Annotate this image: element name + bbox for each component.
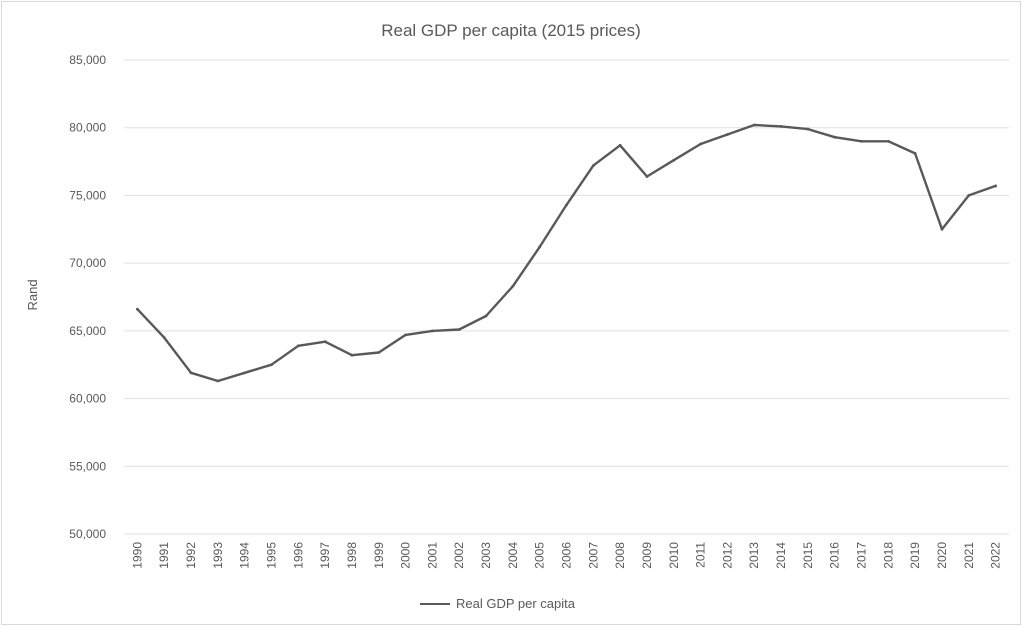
y-tick-label: 55,000 (69, 459, 106, 473)
data-point (833, 135, 837, 139)
data-point (350, 353, 354, 357)
data-point (162, 336, 166, 340)
data-point (913, 152, 917, 155)
x-tick-label: 2013 (747, 542, 761, 569)
data-point (726, 133, 729, 136)
data-point (591, 164, 595, 168)
x-tick-label: 2007 (586, 542, 600, 569)
x-tick-label: 2004 (506, 542, 520, 569)
series-line (136, 123, 997, 383)
y-tick-label: 70,000 (69, 256, 106, 270)
data-point (672, 158, 676, 162)
x-tick-label: 1990 (130, 542, 144, 569)
data-point (860, 139, 863, 143)
x-tick-label: 2011 (694, 542, 708, 568)
gridlines (124, 59, 1009, 535)
x-tick-label: 1998 (345, 542, 359, 569)
x-tick-label: 1995 (265, 542, 279, 569)
data-point (457, 328, 461, 331)
x-tick-label: 1994 (238, 542, 252, 569)
data-point (940, 227, 944, 231)
data-point (806, 127, 810, 131)
y-tick-label: 50,000 (69, 527, 106, 541)
x-tick-label: 2018 (881, 542, 895, 569)
x-tick-label: 1993 (211, 542, 225, 569)
x-tick-label: 2016 (828, 542, 842, 569)
data-point (136, 307, 139, 311)
x-tick-label: 2020 (935, 542, 949, 569)
x-tick-label: 2014 (774, 542, 788, 569)
data-point (618, 143, 622, 147)
x-tick-label: 2022 (989, 542, 1003, 569)
x-tick-label: 1997 (318, 542, 332, 569)
data-point (296, 344, 300, 348)
data-point (189, 371, 193, 375)
chart-title: Real GDP per capita (2015 prices) (381, 21, 641, 40)
data-point (752, 123, 756, 127)
data-point (779, 124, 783, 128)
data-point (243, 371, 247, 375)
data-point (645, 175, 649, 178)
data-point (431, 329, 434, 333)
x-tick-label: 2006 (560, 542, 574, 569)
x-tick-label: 2002 (452, 542, 466, 569)
data-point (270, 363, 273, 367)
y-tick-label: 60,000 (69, 392, 106, 406)
x-tick-label: 2015 (801, 542, 815, 569)
y-tick-label: 75,000 (69, 188, 106, 202)
x-tick-label: 1991 (157, 542, 171, 569)
legend: Real GDP per capita (420, 596, 576, 611)
x-tick-label: 2008 (613, 542, 627, 569)
y-tick-label: 80,000 (69, 121, 106, 135)
data-point (967, 194, 971, 197)
data-point (216, 379, 220, 383)
x-tick-label: 2003 (479, 542, 493, 569)
legend-label: Real GDP per capita (456, 596, 576, 611)
x-tick-label: 1996 (291, 542, 305, 569)
x-tick-label: 2010 (667, 542, 681, 569)
y-axis: 50,000 55,000 60,000 65,000 70,000 75,000 80,0… (69, 53, 106, 541)
x-tick-label: 2019 (908, 542, 922, 569)
data-point (994, 184, 997, 188)
y-tick-label: 85,000 (69, 53, 106, 67)
x-tick-label: 1999 (372, 542, 386, 569)
data-point (565, 203, 568, 207)
series-layer (136, 123, 997, 383)
y-axis-label: Rand (25, 279, 40, 310)
x-tick-label: 2001 (425, 542, 439, 569)
x-tick-label: 2012 (720, 542, 734, 569)
x-tick-label: 2005 (533, 542, 547, 569)
data-point (699, 142, 702, 146)
data-point (323, 340, 327, 344)
data-point (404, 333, 407, 337)
x-axis: 1990 1991 1992 1993 1994 1995 1996 1997 1998 1999… (130, 542, 1002, 569)
data-point (511, 284, 515, 288)
x-tick-label: 2009 (640, 542, 654, 569)
y-tick-label: 65,000 (69, 324, 106, 338)
x-tick-label: 2021 (962, 542, 976, 569)
data-point (484, 314, 488, 318)
data-point (886, 139, 890, 143)
x-tick-label: 1992 (184, 542, 198, 569)
data-point (538, 245, 542, 249)
x-tick-label: 2017 (855, 542, 869, 569)
x-tick-label: 2000 (399, 542, 413, 569)
data-point (377, 351, 381, 354)
